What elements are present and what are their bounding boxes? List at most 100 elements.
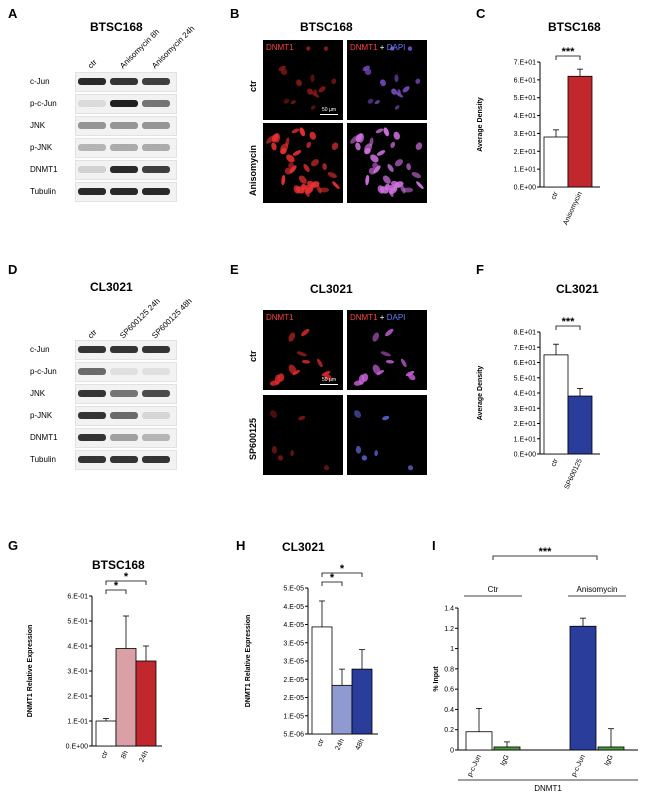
cell-nucleus	[385, 328, 394, 337]
bar-chart-g: 0.E+00 1.E-01 2.E-01 3.E-01 4.E-01 5.E-01 6.E-…	[27, 571, 162, 764]
panel-letter-h: H	[236, 538, 246, 553]
cell-nucleus	[290, 100, 296, 105]
panel-e-title: CL3021	[310, 282, 353, 296]
cell-nucleus	[310, 159, 319, 167]
blot-band	[142, 122, 170, 129]
y-tick-label: 3.E-01	[67, 669, 88, 676]
bar	[331, 684, 353, 735]
cell-nucleus	[355, 142, 361, 151]
bar	[543, 136, 569, 188]
cell-nucleus	[301, 328, 310, 337]
cell-nucleus	[364, 143, 373, 153]
cell-nucleus	[306, 141, 312, 149]
cell-nucleus	[394, 105, 400, 110]
panel-d-title: CL3021	[90, 280, 133, 294]
blot-band	[142, 346, 170, 353]
cell-nucleus	[375, 128, 384, 134]
cell-nucleus	[393, 131, 401, 140]
cell-nucleus	[281, 174, 286, 186]
blot-band	[142, 78, 170, 85]
cell-nucleus	[407, 465, 414, 471]
cell-nucleus	[394, 159, 403, 167]
cell-nucleus	[415, 142, 423, 151]
panel-g-title: BTSC168	[92, 558, 145, 572]
y-axis-label: Average Density	[477, 97, 484, 152]
significance-label: ***	[539, 546, 553, 558]
cell-nucleus	[402, 86, 410, 93]
cell-nucleus	[361, 373, 369, 382]
panel-letter-d: D	[8, 262, 18, 277]
y-tick-label: 1.4	[444, 606, 454, 613]
row-label: ctr	[248, 80, 258, 92]
cell-nucleus	[376, 369, 385, 376]
y-tick-label: 1.2	[444, 626, 454, 633]
cell-nucleus	[310, 181, 320, 188]
y-tick-label: 4.E-01	[67, 644, 88, 651]
x-tick-label: 48h	[355, 738, 366, 752]
channel-label: DNMT1	[266, 43, 294, 52]
cell-nucleus	[365, 174, 370, 186]
panel-letter-c: C	[476, 6, 486, 21]
blot-band	[78, 122, 106, 129]
x-tick-label: p-c-Jun	[571, 754, 587, 778]
blot-band	[142, 390, 170, 397]
y-axis-label: DNMT1 Relative Expression	[27, 625, 34, 718]
blot-row-label: p-JNK	[30, 411, 53, 420]
blot-row-label: c-Jun	[30, 77, 50, 86]
cell-nucleus	[296, 79, 302, 87]
blot-band	[78, 166, 106, 173]
bar-chart-h: 5.E-06 1.E-05 2.E-05 2.E-05 3.E-05 3.E-05 4.E-…	[245, 563, 378, 752]
cell-nucleus	[280, 68, 288, 75]
cell-nucleus	[323, 465, 330, 471]
cell-nucleus	[390, 141, 396, 149]
cell-nucleus	[305, 189, 310, 197]
cells-render	[270, 410, 330, 471]
cell-nucleus	[292, 369, 301, 376]
cell-nucleus	[277, 373, 285, 382]
if-image-ctr-merge	[347, 310, 427, 390]
y-tick-label: 5.E-05	[283, 586, 304, 593]
panel-letter-a: A	[8, 6, 18, 21]
cell-nucleus	[292, 150, 302, 156]
channel-label: DNMT1	[266, 313, 294, 322]
cell-nucleus	[403, 187, 414, 193]
bar	[311, 626, 333, 735]
cell-nucleus	[273, 133, 281, 143]
cell-nucleus	[383, 127, 390, 137]
y-axis-label: Average Density	[477, 366, 484, 421]
y-tick-label: 0.4	[444, 707, 454, 714]
blot-band	[110, 390, 138, 397]
y-tick-label: 2.E+01	[514, 149, 536, 156]
blot-row-label: p-c-Jun	[30, 99, 57, 108]
bar	[567, 75, 593, 188]
cell-nucleus	[376, 150, 386, 156]
cell-nucleus	[307, 88, 313, 95]
y-tick-label: 2.E-01	[67, 694, 88, 701]
x-tick-label: SP600125	[564, 458, 584, 491]
blot-row-label: JNK	[30, 389, 46, 398]
panel-letter-i: I	[432, 538, 436, 553]
blot-band	[110, 368, 138, 375]
y-tick-label: 3.E-05	[283, 659, 304, 666]
bar	[569, 625, 597, 751]
blot-band	[110, 78, 138, 85]
x-tick-label: 8h	[120, 750, 130, 760]
y-tick-label: 1.E+01	[514, 167, 536, 174]
cell-nucleus	[331, 142, 339, 151]
cell-nucleus	[322, 163, 327, 171]
panel-letter-b: B	[230, 6, 240, 21]
cell-nucleus	[316, 358, 323, 368]
cell-nucleus	[415, 78, 421, 85]
cell-nucleus	[411, 172, 421, 179]
significance-bracket	[555, 325, 581, 330]
y-tick-label: 1	[450, 646, 454, 653]
y-tick-label: 0.6	[444, 687, 454, 694]
panel-h-title: CL3021	[282, 540, 325, 554]
significance-bracket	[492, 555, 598, 560]
channel-label-dapi: DAPI	[386, 313, 406, 322]
significance-label: *	[124, 571, 129, 583]
x-tick-label: 24h	[335, 738, 346, 752]
blot-band	[142, 188, 170, 195]
y-tick-label: 5.E+01	[514, 95, 536, 102]
x-tick-label: 24h	[139, 750, 150, 764]
